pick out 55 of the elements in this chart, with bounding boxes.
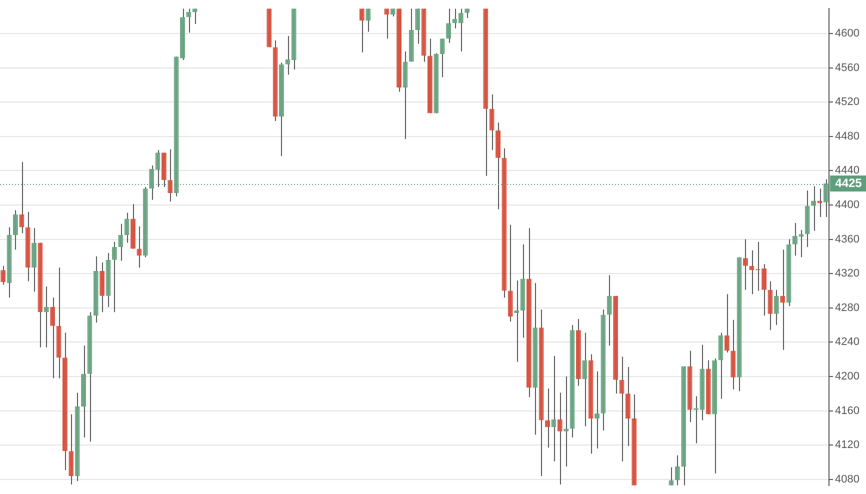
candlestick [724, 294, 730, 353]
y-tick-label: 4160 [835, 404, 860, 417]
candlestick [440, 38, 445, 78]
candlestick [19, 162, 24, 234]
candlestick [489, 94, 494, 151]
candlestick [100, 262, 105, 313]
candlestick [774, 289, 779, 326]
candlestick [118, 223, 124, 262]
candlestick [594, 370, 600, 450]
candlestick [780, 249, 786, 350]
candlestick [792, 222, 798, 256]
candlestick [359, 8, 364, 53]
candlestick [545, 388, 550, 448]
candlestick [168, 148, 173, 202]
candlestick [811, 186, 816, 232]
candlestick [12, 210, 18, 250]
candlestick [384, 8, 390, 40]
y-tick-label: 4320 [835, 268, 860, 280]
candlestick [112, 241, 117, 313]
candlestick [366, 8, 371, 32]
y-tick-label: 4520 [835, 96, 860, 108]
candlestick [743, 238, 748, 290]
candlestick [606, 274, 612, 346]
y-tick-label: 4080 [835, 473, 860, 486]
ref-line-label: 4425 [835, 176, 862, 190]
candlestick [32, 228, 36, 292]
candlestick [192, 8, 198, 25]
candlestick [674, 454, 680, 486]
y-tick-label: 4600 [835, 28, 860, 40]
candlestick [186, 8, 192, 34]
candlestick [50, 297, 56, 379]
candlestick [508, 224, 513, 322]
candlestick [415, 8, 420, 44]
candlestick [817, 188, 822, 218]
candlestick [446, 8, 451, 44]
y-tick-label: 4240 [835, 336, 860, 348]
candlestick [44, 286, 49, 348]
y-tick-label: 4560 [835, 62, 860, 74]
candlestick [762, 264, 767, 316]
y-tick-label: 4480 [835, 130, 860, 142]
candlestick [551, 355, 556, 462]
y-tick-label: 4360 [835, 233, 860, 246]
y-tick-label: 4120 [835, 439, 860, 452]
candlestick [124, 212, 130, 244]
candlestick [68, 414, 74, 486]
y-tick-label: 4440 [835, 164, 860, 177]
candlestick [625, 366, 630, 446]
y-tick-label: 4400 [835, 199, 860, 212]
candlestick [136, 226, 142, 268]
y-tick-label: 4280 [835, 302, 860, 314]
y-tick-label: 4200 [835, 370, 860, 383]
candlestick [582, 332, 588, 427]
candlestick [0, 265, 6, 286]
candlestick [402, 50, 408, 140]
candlestick [557, 392, 562, 486]
